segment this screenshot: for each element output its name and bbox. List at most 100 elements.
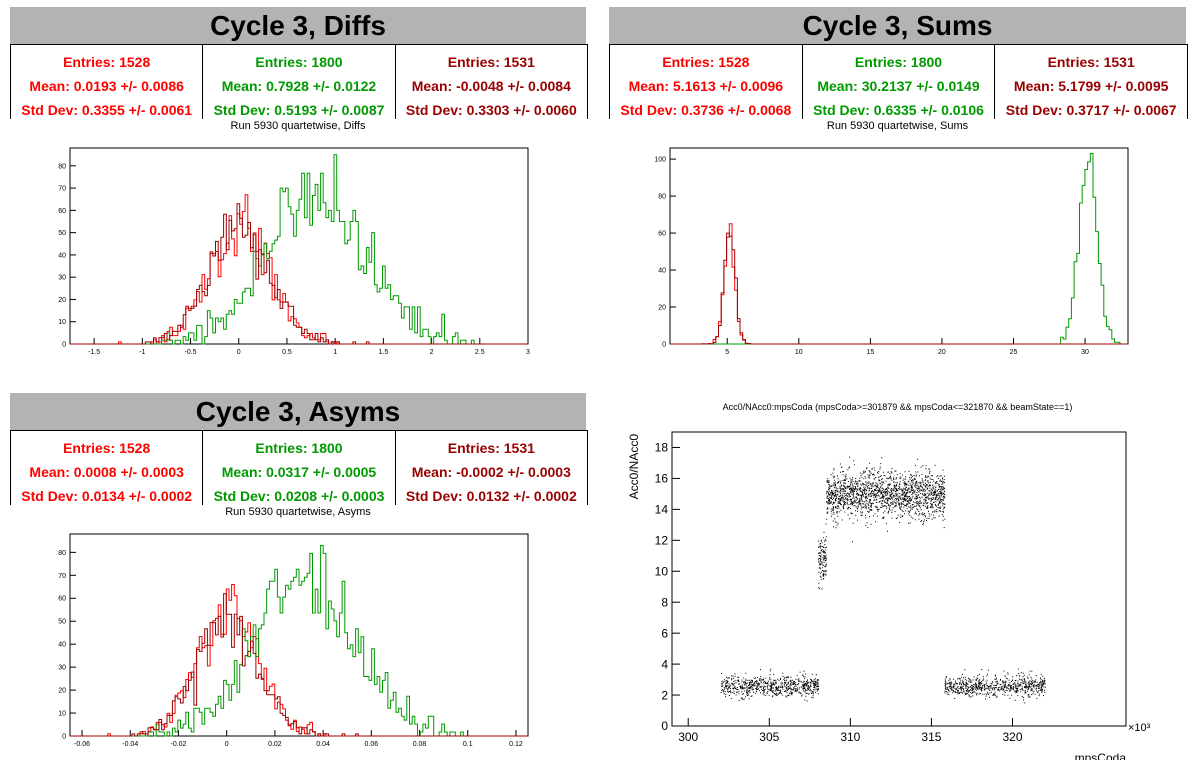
x-tick-label: 1.5 (379, 349, 389, 356)
diffs-title: Cycle 3, Diffs (10, 7, 586, 44)
y-tick-label: 10 (655, 564, 669, 578)
y-tick-label: 0 (661, 719, 668, 733)
mean-label: Mean: 5.1799 +/- 0.0095 (1013, 78, 1169, 94)
mean-label: Mean: 5.1613 +/- 0.0096 (628, 78, 784, 94)
x-axis-label: mpsCoda (1075, 751, 1127, 760)
y-tick-label: 70 (58, 573, 66, 580)
x-tick-label: 5 (725, 349, 729, 356)
scatter-cluster (944, 668, 1046, 704)
y-tick-label: 2 (661, 688, 668, 702)
x-tick-label: -1 (139, 349, 145, 356)
sums-stats-green: Entries: 1800 Mean: 30.2137 +/- 0.0149 S… (801, 45, 995, 119)
sums-subtitle: Run 5930 quartetwise, Sums (826, 120, 969, 132)
y-tick-label: 0 (62, 733, 66, 740)
y-tick-label: 40 (658, 267, 666, 274)
y-tick-label: 12 (655, 534, 669, 548)
std-label: Std Dev: 0.3717 +/- 0.0067 (1005, 102, 1177, 118)
y-tick-label: 4 (661, 657, 668, 671)
mean-label: Mean: 0.0317 +/- 0.0005 (221, 464, 377, 480)
plot-frame (69, 147, 529, 345)
x-tick-label: 305 (759, 730, 779, 744)
y-tick-label: 40 (58, 252, 66, 259)
y-tick-label: 60 (58, 208, 66, 215)
y-tick-label: 8 (661, 595, 668, 609)
mean-label: Mean: -0.0048 +/- 0.0084 (411, 78, 571, 94)
histogram-series-darkred (670, 232, 1128, 345)
y-tick-label: 0 (62, 341, 66, 348)
histogram-series-darkred (70, 593, 528, 737)
x-tick-label: -0.5 (184, 349, 196, 356)
y-axis-label: Acc0/NAcc0 (627, 434, 641, 500)
histogram-series-darkred (70, 203, 528, 345)
scatter-cluster (720, 668, 819, 702)
plot-frame (669, 147, 1129, 345)
mean-label: Mean: 0.7928 +/- 0.0122 (221, 78, 377, 94)
entries-label: Entries: 1531 (447, 440, 535, 456)
sums-stats-box: Entries: 1528 Mean: 5.1613 +/- 0.0096 St… (609, 44, 1188, 119)
entries-label: Entries: 1531 (447, 54, 535, 70)
histogram-series-green (70, 545, 528, 737)
x-tick-label: 315 (921, 730, 941, 744)
std-label: Std Dev: 0.6335 +/- 0.0106 (813, 102, 984, 118)
x-tick-label: 2 (430, 349, 434, 356)
x-tick-label: 0.02 (268, 741, 282, 748)
plot-frame (69, 533, 529, 737)
diffs-stats-box: Entries: 1528 Mean: 0.0193 +/- 0.0086 St… (10, 44, 588, 119)
std-label: Std Dev: 0.3303 +/- 0.0060 (405, 102, 577, 118)
y-tick-label: 6 (661, 626, 668, 640)
x-tick-label: 3 (526, 349, 530, 356)
histogram-series-green (70, 154, 528, 345)
x-tick-label: 0.12 (509, 741, 523, 748)
histogram-series-red (670, 223, 1128, 345)
std-label: Std Dev: 0.3355 +/- 0.0061 (21, 102, 193, 118)
x-tick-label: 0.5 (282, 349, 292, 356)
x-tick-label: 0.08 (413, 741, 427, 748)
x-tick-label: 0 (237, 349, 241, 356)
plot-frame (671, 431, 1127, 727)
y-tick-label: 30 (58, 275, 66, 282)
std-label: Std Dev: 0.5193 +/- 0.0087 (213, 102, 385, 118)
diffs-subtitle: Run 5930 quartetwise, Diffs (230, 120, 366, 132)
y-tick-label: 16 (655, 472, 669, 486)
diffs-stats-red: Entries: 1528 Mean: 0.0193 +/- 0.0086 St… (11, 45, 202, 119)
asyms-stats-box: Entries: 1528 Mean: 0.0008 +/- 0.0003 St… (10, 430, 588, 505)
std-label: Std Dev: 0.0134 +/- 0.0002 (21, 488, 193, 504)
y-tick-label: 18 (655, 441, 669, 455)
y-tick-label: 0 (662, 341, 666, 348)
mean-label: Mean: -0.0002 +/- 0.0003 (411, 464, 571, 480)
y-tick-label: 80 (58, 163, 66, 170)
y-tick-label: 50 (58, 230, 66, 237)
x-tick-label: 1 (333, 349, 337, 356)
std-label: Std Dev: 0.3736 +/- 0.0068 (620, 102, 792, 118)
x-tick-label: -1.5 (88, 349, 100, 356)
x-tick-label: -0.04 (122, 741, 138, 748)
scatter-plot: 300 305 310 315 320 0 2 4 6 8 10 12 14 16 18 mpsCoda ×10… (627, 431, 1151, 760)
y-tick-label: 60 (58, 596, 66, 603)
y-tick-label: 10 (58, 710, 66, 717)
y-tick-label: 60 (658, 231, 666, 238)
x-tick-label: 300 (678, 730, 698, 744)
x-tick-label: 10 (795, 349, 803, 356)
std-label: Std Dev: 0.0208 +/- 0.0003 (213, 488, 385, 504)
entries-label: Entries: 1528 (662, 54, 750, 70)
y-tick-label: 100 (654, 157, 666, 164)
sums-histogram: 5 10 15 20 25 30 0 20 40 60 80 100 (654, 147, 1129, 356)
histogram-series-red (70, 194, 528, 345)
sums-stats-red: Entries: 1528 Mean: 5.1613 +/- 0.0096 St… (610, 45, 802, 119)
asyms-histogram: -0.06 -0.04 -0.02 0 0.02 0.04 0.06 0.08 0.1 0.12 0… (58, 533, 529, 748)
asyms-subtitle: Run 5930 quartetwise, Asyms (225, 506, 371, 518)
histogram-series-green (670, 153, 1128, 345)
y-tick-label: 20 (58, 297, 66, 304)
scatter-cluster (818, 523, 827, 590)
y-tick-label: 30 (58, 665, 66, 672)
mean-label: Mean: 0.0193 +/- 0.0086 (29, 78, 184, 94)
x-tick-label: 0.1 (463, 741, 473, 748)
x-tick-label: 15 (866, 349, 874, 356)
asyms-stats-green: Entries: 1800 Mean: 0.0317 +/- 0.0005 St… (202, 431, 394, 505)
x-tick-label: 0 (225, 741, 229, 748)
entries-label: Entries: 1528 (63, 440, 151, 456)
y-tick-label: 80 (58, 550, 66, 557)
entries-label: Entries: 1531 (1047, 54, 1135, 70)
x-tick-label: 0.06 (365, 741, 379, 748)
